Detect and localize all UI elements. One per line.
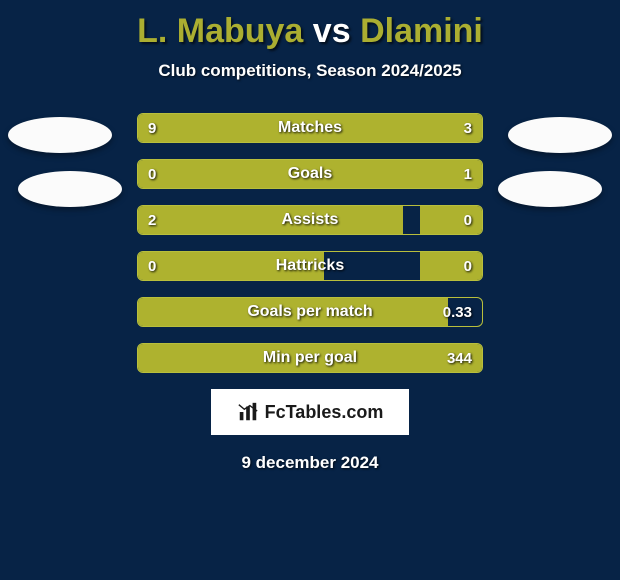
comparison-chart: 93Matches 01Goals 20Assists 00Hattricks 0.33… bbox=[0, 113, 620, 373]
stat-bar-right bbox=[396, 114, 482, 142]
vs-separator: vs bbox=[313, 12, 351, 50]
stat-bar-right bbox=[200, 160, 482, 188]
player2-name: Dlamini bbox=[360, 12, 483, 50]
stat-row: 20Assists bbox=[137, 205, 483, 235]
stat-row: 00Hattricks bbox=[137, 251, 483, 281]
bar-chart-icon bbox=[237, 401, 259, 423]
stat-bar-left bbox=[138, 160, 200, 188]
player1-name: L. Mabuya bbox=[137, 12, 303, 50]
stat-row: 93Matches bbox=[137, 113, 483, 143]
player2-country-badge bbox=[498, 171, 602, 207]
player2-club-badge bbox=[508, 117, 612, 153]
stat-bar-right bbox=[420, 252, 482, 280]
stat-row: 0.33Goals per match bbox=[137, 297, 483, 327]
branding-text: FcTables.com bbox=[265, 402, 384, 423]
snapshot-date: 9 december 2024 bbox=[0, 453, 620, 473]
stat-bar-right bbox=[420, 206, 482, 234]
branding-box: FcTables.com bbox=[211, 389, 409, 435]
comparison-title: L. Mabuya vs Dlamini bbox=[0, 0, 620, 51]
player1-country-badge bbox=[18, 171, 122, 207]
stat-row: 01Goals bbox=[137, 159, 483, 189]
stat-bar-left bbox=[138, 344, 482, 372]
stat-bar-left bbox=[138, 114, 396, 142]
stat-row: 344Min per goal bbox=[137, 343, 483, 373]
stat-bar-left bbox=[138, 252, 324, 280]
player1-club-badge bbox=[8, 117, 112, 153]
stat-rows: 93Matches 01Goals 20Assists 00Hattricks 0.33… bbox=[137, 113, 483, 373]
stat-bar-left bbox=[138, 206, 403, 234]
subtitle: Club competitions, Season 2024/2025 bbox=[0, 61, 620, 81]
stat-bar-left bbox=[138, 298, 448, 326]
